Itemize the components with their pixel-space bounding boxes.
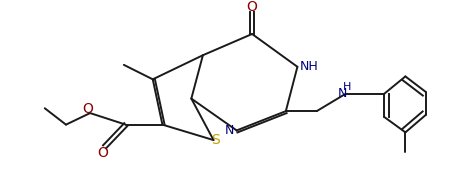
- Text: O: O: [97, 146, 108, 160]
- Text: O: O: [82, 102, 93, 116]
- Text: N: N: [224, 124, 233, 137]
- Text: N: N: [338, 87, 348, 100]
- Text: NH: NH: [299, 60, 318, 73]
- Text: H: H: [343, 82, 351, 92]
- Text: S: S: [211, 133, 220, 147]
- Text: O: O: [247, 0, 258, 14]
